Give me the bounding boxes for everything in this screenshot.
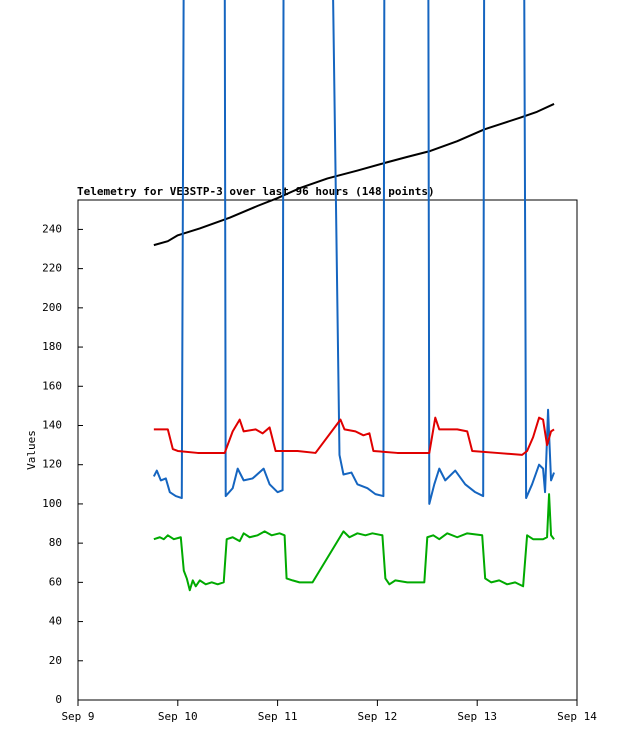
x-tick-label: Sep 9 [61, 710, 94, 723]
x-tick-label: Sep 10 [158, 710, 198, 723]
series-line [153, 103, 555, 247]
y-tick-label: 240 [42, 222, 62, 235]
x-tick-label: Sep 13 [457, 710, 497, 723]
chart-title: Telemetry for VE3STP-3 over last 96 hour… [77, 185, 435, 198]
y-tick-label: 0 [55, 693, 62, 706]
x-tick-label: Sep 14 [557, 710, 597, 723]
x-tick-label: Sep 12 [358, 710, 398, 723]
y-tick-label: 60 [49, 575, 62, 588]
y-tick-label: 100 [42, 497, 62, 510]
y-tick-label: 220 [42, 262, 62, 275]
y-tick-label: 160 [42, 379, 62, 392]
series-line [153, 493, 555, 592]
y-tick-label: 40 [49, 615, 62, 628]
series-line [152, 0, 555, 505]
y-tick-label: 20 [49, 654, 62, 667]
y-axis-label: Values [25, 430, 38, 470]
y-tick-label: 80 [49, 536, 62, 549]
y-tick-label: 140 [42, 418, 62, 431]
x-tick-label: Sep 11 [258, 710, 298, 723]
series-line [153, 416, 555, 456]
y-tick-label: 120 [42, 458, 62, 471]
plot-frame [77, 199, 578, 701]
y-tick-label: 200 [42, 301, 62, 314]
y-tick-label: 180 [42, 340, 62, 353]
